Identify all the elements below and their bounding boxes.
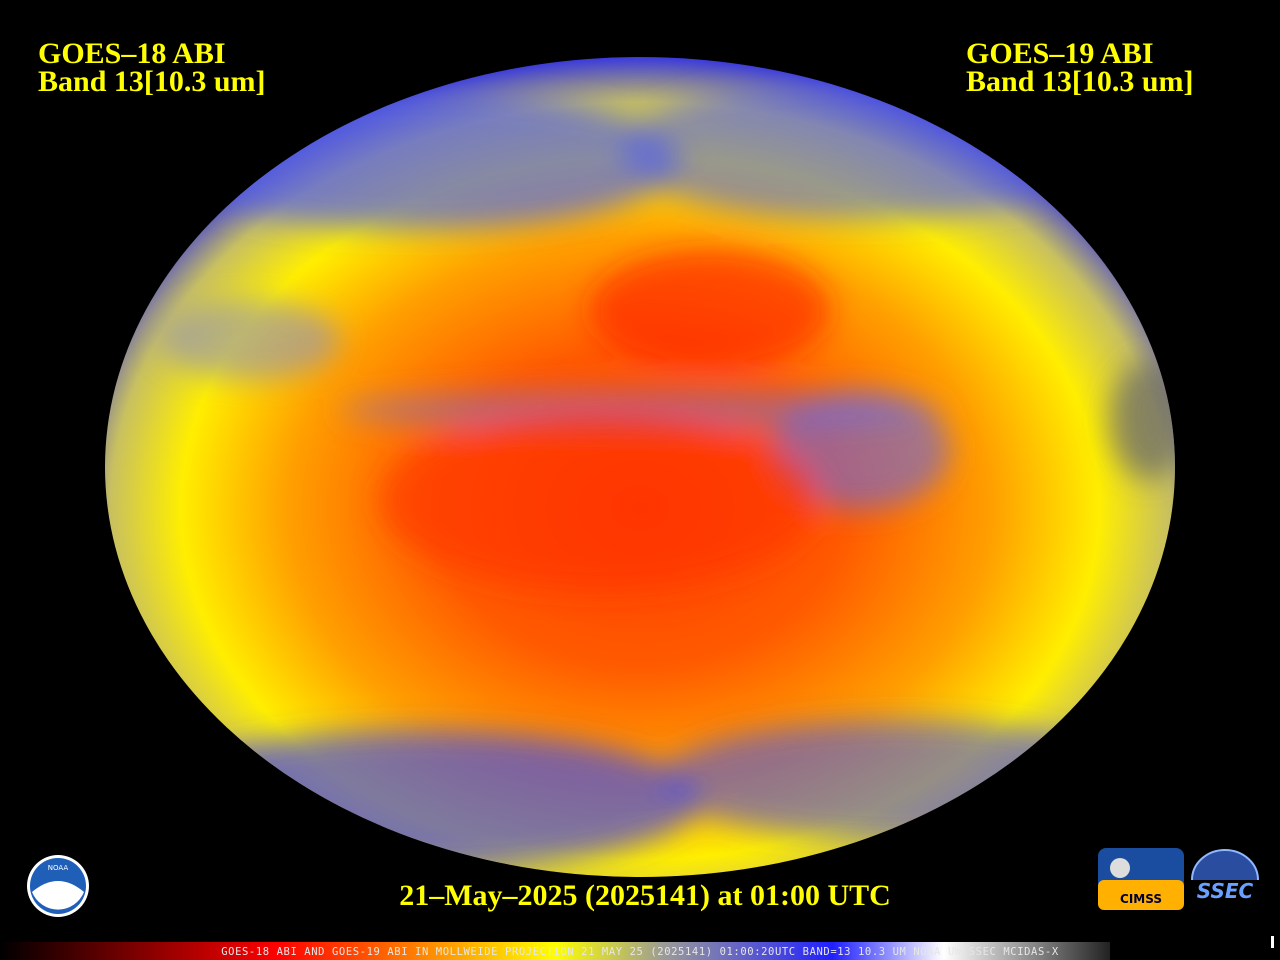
right-label: GOES–19 ABI Band 13[10.3 um] — [966, 37, 1194, 98]
ssec-text: SSEC — [1197, 879, 1254, 903]
left-label: GOES–18 ABI Band 13[10.3 um] — [38, 37, 266, 98]
left-satellite: GOES–18 ABI — [38, 37, 226, 70]
left-band: Band 13[10.3 um] — [38, 65, 266, 98]
ssec-logo: SSEC — [1191, 849, 1259, 903]
cimss-text: CIMSS — [1120, 892, 1162, 906]
cimss-logo: CIMSS — [1098, 848, 1184, 910]
right-band: Band 13[10.3 um] — [966, 65, 1194, 98]
noaa-logo: NOAA — [27, 855, 89, 917]
color-bar — [0, 942, 1110, 960]
footer-marker — [1271, 936, 1274, 948]
right-satellite: GOES–19 ABI — [966, 37, 1154, 70]
footer-text: GOES-18 ABI AND GOES-19 ABI IN MOLLWEIDE… — [221, 946, 1059, 958]
timestamp: 21–May–2025 (2025141) at 01:00 UTC — [399, 879, 891, 912]
noaa-text: NOAA — [48, 864, 69, 872]
